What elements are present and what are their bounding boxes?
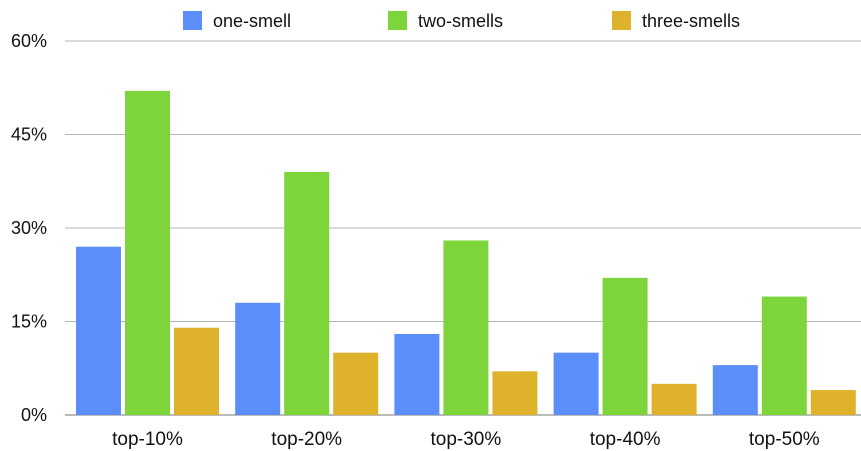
bar-two-smells-top-40%	[602, 277, 648, 415]
bar-three-smells-top-40%	[651, 383, 697, 415]
bar-two-smells-top-20%	[284, 171, 330, 415]
legend: one-smell two-smells three-smells	[183, 11, 740, 31]
x-tick-label: top-20%	[271, 429, 342, 450]
x-tick-label: top-10%	[112, 429, 183, 450]
legend-label-one-smell: one-smell	[213, 11, 291, 31]
bar-two-smells-top-10%	[125, 90, 170, 415]
bar-one-smell-top-30%	[394, 333, 440, 415]
legend-swatch-two-smells	[388, 11, 407, 30]
legend-label-two-smells: two-smells	[418, 11, 503, 31]
legend-label-three-smells: three-smells	[642, 11, 740, 31]
x-tick-label: top-30%	[431, 429, 502, 450]
y-tick-label: 0%	[21, 405, 47, 425]
legend-swatch-one-smell	[183, 11, 202, 30]
y-tick-label: 30%	[11, 218, 47, 238]
y-tick-label: 60%	[11, 31, 47, 51]
bars	[76, 90, 856, 415]
y-tick-label: 15%	[11, 312, 47, 332]
x-tick-label: top-40%	[590, 429, 661, 450]
bar-three-smells-top-20%	[333, 352, 379, 415]
bar-one-smell-top-10%	[76, 246, 121, 415]
bar-three-smells-top-10%	[174, 327, 219, 415]
bar-one-smell-top-40%	[553, 352, 599, 415]
bar-two-smells-top-50%	[761, 296, 807, 415]
x-tick-label: top-50%	[749, 429, 820, 450]
bar-three-smells-top-50%	[810, 390, 856, 415]
y-tick-label: 45%	[11, 125, 47, 145]
bar-two-smells-top-30%	[443, 240, 489, 415]
x-axis-labels: top-10% top-20% top-30% top-40% top-50%	[112, 429, 820, 450]
bar-one-smell-top-50%	[712, 365, 758, 415]
bar-one-smell-top-20%	[235, 302, 281, 415]
bar-three-smells-top-30%	[492, 371, 538, 415]
y-axis-ticks: 0% 15% 30% 45% 60%	[11, 31, 47, 425]
legend-swatch-three-smells	[612, 11, 631, 30]
